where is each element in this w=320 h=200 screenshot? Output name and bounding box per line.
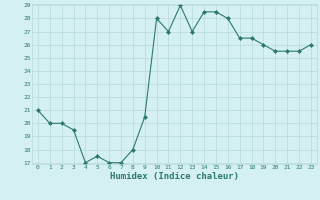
X-axis label: Humidex (Indice chaleur): Humidex (Indice chaleur) [110,172,239,181]
